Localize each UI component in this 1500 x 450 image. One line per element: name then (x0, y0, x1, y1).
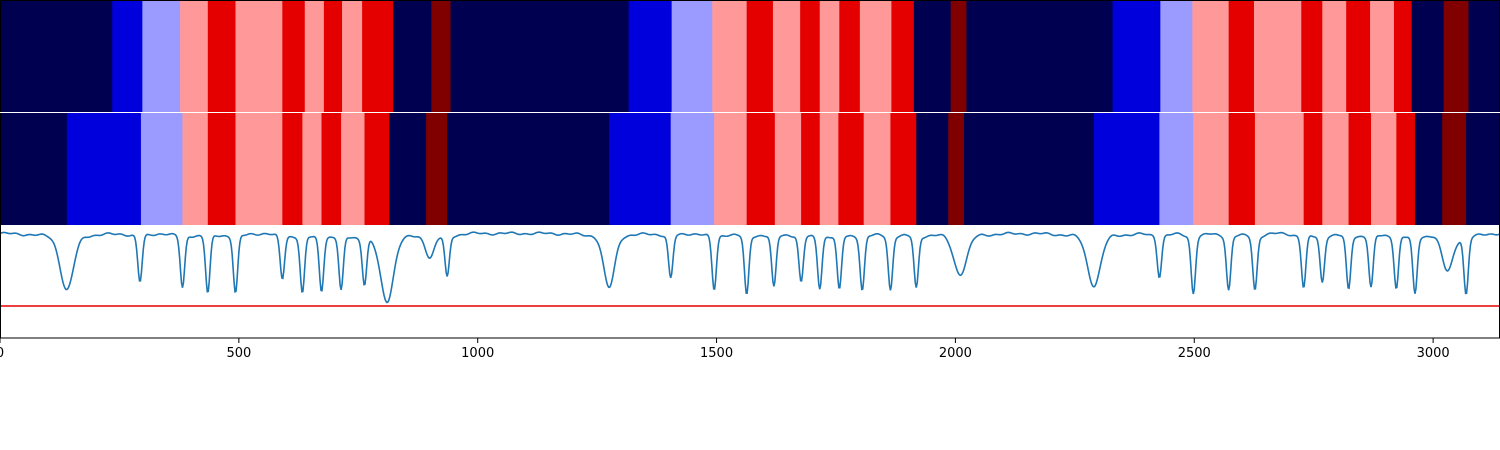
x-tick-label: 3000 (1417, 346, 1450, 361)
heatmap-cell-pink (182, 113, 209, 225)
heatmap-cell-darkred (426, 113, 448, 225)
heatmap-cell-red (1301, 1, 1323, 113)
heatmap-cell-lightblue (670, 113, 715, 225)
heatmap-cell-red (891, 1, 915, 113)
heatmap-cell-blue (1112, 1, 1161, 113)
x-tick-label: 1500 (700, 346, 733, 361)
heatmap-cell-pink (180, 1, 209, 113)
heatmap-cell-red (1228, 113, 1256, 225)
heatmap-cell-navy (964, 113, 1095, 225)
heatmap-cell-pink (341, 113, 366, 225)
heatmap-cell-red (839, 1, 861, 113)
heatmap-cell-darkred (950, 1, 968, 113)
heatmap-cell-pink (1254, 113, 1305, 225)
heatmap-cell-red (323, 1, 343, 113)
heatmap-cell-pink (1253, 1, 1302, 113)
heatmap-cell-red (890, 113, 917, 225)
heatmap-cell-pink (304, 1, 325, 113)
heatmap-cell-navy (1411, 1, 1445, 113)
heatmap-cell-pink (1322, 113, 1350, 225)
heatmap-cell-red (207, 1, 237, 113)
heatmap-cell-navy (0, 1, 113, 113)
heatmap-cell-navy (450, 1, 630, 113)
heatmap-cell-navy (966, 1, 1114, 113)
heatmap-cell-pink (235, 113, 283, 225)
heatmap-cell-pink (863, 113, 892, 225)
signal-line-series (0, 231, 1500, 304)
heatmap-cell-pink (1192, 1, 1230, 113)
heatmap-cell-pink (1322, 1, 1347, 113)
heatmap-cell-pink (1370, 1, 1395, 113)
heatmap-cell-pink (235, 1, 283, 113)
x-tick-label: 0 (0, 346, 4, 361)
heatmap-cell-red (1348, 113, 1372, 225)
heatmap-cell-darkred (431, 1, 452, 113)
heatmap-cell-pink (342, 1, 363, 113)
heatmap-cell-navy (1414, 113, 1443, 225)
heatmap-cell-red (362, 1, 394, 113)
heatmap-cell-blue (112, 1, 143, 113)
heatmap-cell-navy (393, 1, 432, 113)
heatmap-cell-pink (819, 113, 839, 225)
heatmap-cell-pink (1371, 113, 1397, 225)
heatmap-cell-pink (1193, 113, 1230, 225)
heatmap-row-1 (0, 1, 1500, 113)
heatmap-cell-red (364, 113, 390, 225)
heatmap-cell-navy (916, 113, 949, 225)
heatmap-cell-red (800, 1, 821, 113)
heatmap-cell-pink (819, 1, 840, 113)
heatmap-cell-red (1393, 1, 1413, 113)
x-tick-label: 1000 (461, 346, 494, 361)
heatmap-cell-pink (712, 1, 748, 113)
heatmap-cell-pink (302, 113, 323, 225)
heatmap-cell-blue (628, 1, 673, 113)
heatmap-rows (0, 1, 1500, 225)
heatmap-cell-red (746, 113, 776, 225)
heatmap-cell-blue (609, 113, 672, 225)
heatmap-cell-red (838, 113, 865, 225)
heatmap-cell-pink (714, 113, 748, 225)
heatmap-cell-red (1346, 1, 1371, 113)
heatmap-cell-navy (1466, 113, 1500, 225)
heatmap-cell-navy (0, 113, 68, 225)
heatmap-cell-navy (913, 1, 952, 113)
heatmap-cell-lightblue (140, 113, 184, 225)
heatmap-cell-pink (774, 113, 802, 225)
x-tick-label: 500 (226, 346, 251, 361)
heatmap-cell-lightblue (1160, 1, 1193, 113)
heatmap-row-2 (0, 113, 1500, 225)
x-axis: 0 500 1000 1500 2000 2500 3000 (0, 338, 1450, 361)
heatmap-cell-red (746, 1, 774, 113)
heatmap-cell-red (1228, 1, 1255, 113)
heatmap-cell-navy (389, 113, 427, 225)
heatmap-cell-darkred (948, 113, 965, 225)
x-tick-label: 2000 (939, 346, 972, 361)
heatmap-cell-red (282, 1, 306, 113)
heatmap-cell-red (801, 113, 821, 225)
line-panel (0, 231, 1500, 307)
heatmap-cell-pink (772, 1, 801, 113)
heatmap-cell-red (1396, 113, 1416, 225)
x-tick-label: 2500 (1178, 346, 1211, 361)
heatmap-cell-darkred (1442, 113, 1467, 225)
heatmap-cell-darkred (1443, 1, 1470, 113)
heatmap-cell-navy (1468, 1, 1500, 113)
heatmap-cell-lightblue (142, 1, 181, 113)
heatmap-cell-red (282, 113, 303, 225)
heatmap-cell-blue (66, 113, 142, 225)
heatmap-cell-pink (859, 1, 893, 113)
heatmap-cell-red (321, 113, 342, 225)
heatmap-cell-red (207, 113, 237, 225)
heatmap-cell-lightblue (1159, 113, 1194, 225)
heatmap-cell-navy (447, 113, 610, 225)
heatmap-cell-lightblue (671, 1, 713, 113)
heatmap-cell-blue (1093, 113, 1160, 225)
heatmap-cell-red (1303, 113, 1323, 225)
